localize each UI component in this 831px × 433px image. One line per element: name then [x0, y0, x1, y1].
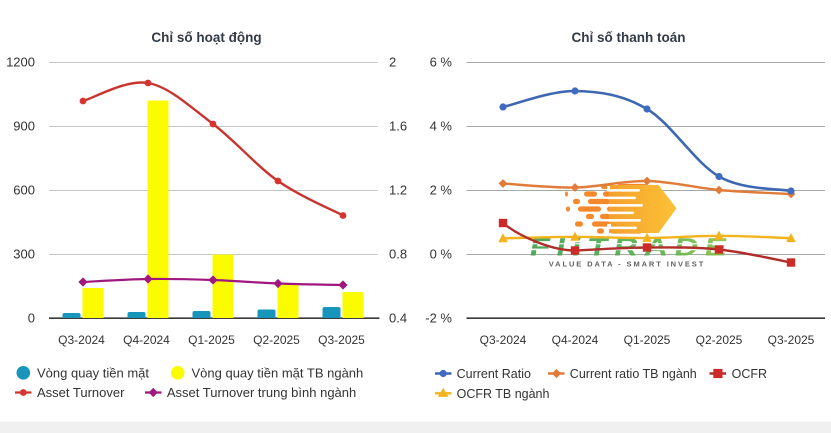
- svg-text:900: 900: [13, 119, 35, 134]
- svg-text:300: 300: [13, 247, 35, 262]
- svg-text:Q2-2025: Q2-2025: [253, 333, 300, 347]
- svg-text:Vòng quay tiền mặt TB ngành: Vòng quay tiền mặt TB ngành: [192, 366, 364, 381]
- svg-text:0: 0: [28, 311, 35, 326]
- svg-text:Q1-2025: Q1-2025: [624, 333, 671, 347]
- svg-text:Vòng quay tiền mặt: Vòng quay tiền mặt: [37, 366, 149, 381]
- svg-text:OCFR TB ngành: OCFR TB ngành: [457, 387, 550, 401]
- svg-text:Asset Turnover: Asset Turnover: [37, 385, 125, 400]
- svg-text:Q3-2024: Q3-2024: [480, 333, 527, 347]
- svg-text:1.6: 1.6: [389, 119, 407, 134]
- svg-text:1200: 1200: [6, 55, 35, 70]
- svg-text:-2 %: -2 %: [425, 311, 452, 326]
- svg-text:Q3-2025: Q3-2025: [318, 333, 365, 347]
- svg-text:Q3-2025: Q3-2025: [768, 333, 815, 347]
- svg-text:Current ratio TB ngành: Current ratio TB ngành: [570, 367, 697, 381]
- svg-text:VALUE DATA - SMART INVEST: VALUE DATA - SMART INVEST: [549, 260, 705, 269]
- svg-text:Q3-2024: Q3-2024: [58, 333, 105, 347]
- svg-text:Chỉ số thanh toán: Chỉ số thanh toán: [572, 30, 686, 45]
- svg-text:OCFR: OCFR: [732, 367, 767, 381]
- svg-text:0.4: 0.4: [389, 311, 407, 326]
- svg-text:0 %: 0 %: [430, 247, 453, 262]
- svg-text:Q2-2025: Q2-2025: [696, 333, 743, 347]
- svg-text:Q1-2025: Q1-2025: [188, 333, 235, 347]
- svg-text:0.8: 0.8: [389, 247, 407, 262]
- svg-text:2 %: 2 %: [430, 183, 453, 198]
- svg-text:Asset Turnover trung bình ngàn: Asset Turnover trung bình ngành: [167, 385, 356, 400]
- svg-text:600: 600: [13, 183, 35, 198]
- svg-text:Q4-2024: Q4-2024: [552, 333, 599, 347]
- svg-text:2: 2: [389, 55, 396, 70]
- svg-text:Current Ratio: Current Ratio: [457, 367, 531, 381]
- svg-text:Q4-2024: Q4-2024: [123, 333, 170, 347]
- svg-text:4 %: 4 %: [430, 119, 453, 134]
- svg-text:Chỉ số hoạt động: Chỉ số hoạt động: [151, 30, 261, 45]
- svg-text:1.2: 1.2: [389, 183, 407, 198]
- svg-text:6 %: 6 %: [430, 55, 453, 70]
